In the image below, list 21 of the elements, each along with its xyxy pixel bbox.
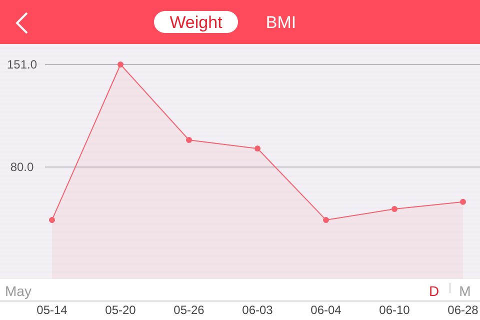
x-tick-label: 06-04	[310, 303, 342, 317]
text: D	[428, 283, 440, 299]
point	[186, 136, 192, 143]
y-tick-label: 151.0	[6, 58, 38, 72]
text: Weight	[170, 13, 223, 32]
x-tick-label: 05-20	[105, 303, 136, 317]
x-tick-label: 05-14	[36, 303, 68, 317]
point	[392, 206, 398, 212]
y-tick-label: 80.0	[10, 160, 34, 174]
point	[254, 146, 260, 152]
text: M	[459, 283, 471, 299]
text: BMI	[266, 13, 296, 32]
point	[118, 62, 124, 68]
x-tick-label: 06-28	[448, 303, 479, 317]
x-tick-label: 05-26	[174, 303, 205, 317]
x-tick-label: 06-10	[379, 303, 410, 317]
point	[323, 216, 329, 223]
point	[49, 216, 55, 223]
point	[460, 198, 466, 205]
x-tick-label: 06-03	[242, 303, 274, 317]
text: May	[5, 283, 32, 299]
